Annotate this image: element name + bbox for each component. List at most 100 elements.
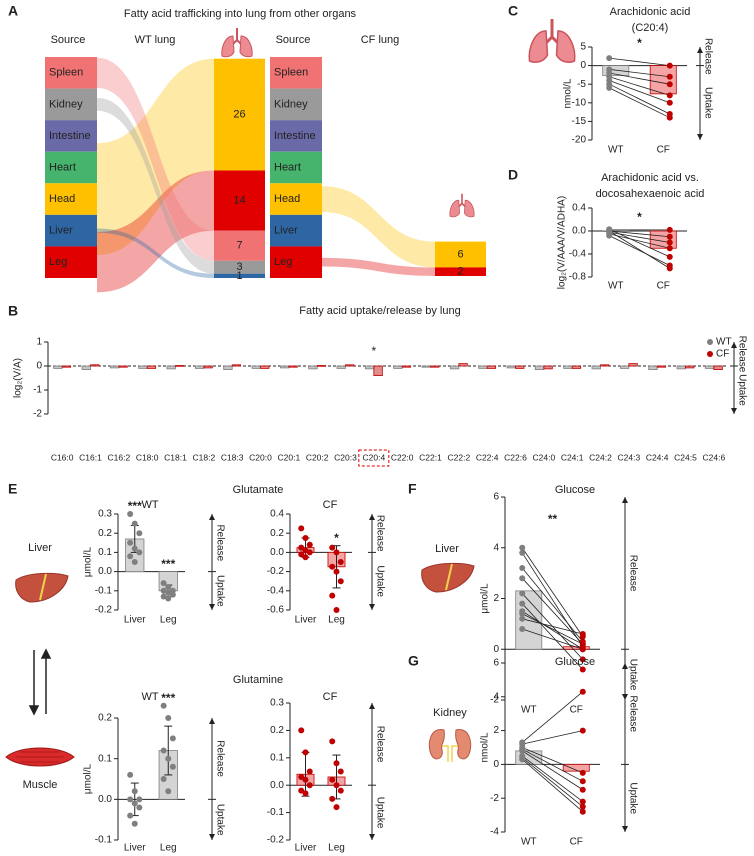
bar (591, 365, 601, 370)
data-point (306, 549, 313, 556)
bar (628, 363, 638, 367)
bar (648, 365, 658, 370)
source-label: Head (49, 193, 75, 205)
bar (251, 365, 261, 369)
data-point (333, 568, 340, 575)
pair-line (521, 603, 584, 670)
data-point (131, 559, 138, 565)
uptake-label: Uptake (702, 87, 713, 119)
data-point (136, 549, 143, 556)
data-point (666, 73, 673, 80)
segment-label: 26 (233, 109, 245, 121)
legend-marker (707, 339, 713, 345)
target-segment (214, 230, 265, 261)
pair-line (609, 57, 670, 66)
bar (515, 365, 525, 369)
data-point (131, 800, 138, 807)
x-tick-label: CF (570, 837, 583, 848)
bar (534, 365, 545, 370)
data-point (160, 587, 167, 594)
data-point (579, 631, 586, 638)
y-tick-label: 0.1 (270, 752, 284, 763)
source-label: Heart (274, 161, 301, 173)
uptake-label: Uptake (627, 659, 638, 691)
bar (619, 365, 630, 369)
y-tick-label: -1 (33, 385, 42, 396)
data-point (131, 788, 138, 795)
source-box (45, 120, 97, 152)
bar (146, 365, 157, 369)
bar (279, 365, 290, 369)
data-point (165, 589, 172, 596)
y-tick-label: -0.4 (267, 585, 285, 596)
data-point (519, 549, 526, 556)
data-point (298, 544, 305, 551)
data-point (579, 641, 586, 648)
y-axis-label: nmol/L (563, 78, 574, 108)
y-tick-label: -15 (572, 116, 587, 127)
pair-line (609, 83, 670, 115)
x-tick-label: C16:2 (107, 452, 130, 462)
arrow-head (209, 514, 215, 520)
significance: * (371, 344, 376, 358)
x-tick-label: C18:0 (136, 452, 159, 462)
data-point (131, 520, 138, 527)
data-point (519, 747, 526, 754)
bar (401, 365, 412, 368)
data-point (131, 545, 138, 552)
y-tick-label: 0.3 (98, 509, 112, 520)
source-label: Leg (49, 256, 67, 268)
y-tick-label: 0.2 (270, 528, 284, 539)
data-point (666, 92, 673, 99)
uptake-label: Uptake (627, 782, 638, 814)
segment-label: 6 (457, 248, 463, 260)
bar (486, 365, 497, 369)
data-point (666, 233, 673, 240)
arrow-head (622, 497, 628, 503)
y-tick-label: -2 (490, 793, 499, 804)
organ-label: Liver (435, 543, 459, 555)
data-point (165, 755, 172, 762)
organ-label: Muscle (23, 779, 58, 791)
x-tick-label: CF (657, 145, 670, 156)
arrow-head (622, 826, 628, 832)
y-axis-label: nmol/L (480, 732, 491, 762)
data-point (136, 804, 143, 811)
x-tick-label: C22:0 (391, 452, 414, 462)
x-tick-label: C22:4 (476, 452, 499, 462)
data-point (519, 625, 526, 632)
arrow-head (209, 834, 215, 840)
data-point (302, 776, 309, 783)
bar (138, 365, 148, 369)
organ-label: Liver (28, 542, 52, 554)
x-tick-label: C24:0 (532, 452, 555, 462)
pair-line (521, 757, 584, 807)
bar (449, 365, 460, 370)
chart-title: Fatty acid trafficking into lung from ot… (124, 8, 357, 20)
y-tick-label: -0.1 (95, 835, 113, 846)
pair-line (522, 748, 583, 782)
source-box (270, 57, 322, 89)
bar (393, 365, 403, 369)
pair-line (522, 747, 583, 774)
source-box (45, 214, 97, 247)
legend-label: WT (716, 337, 732, 348)
y-tick-label: 0.0 (98, 566, 112, 577)
legend-marker (707, 351, 713, 357)
data-point (579, 803, 586, 810)
release-label: Release (214, 740, 225, 777)
bar (316, 365, 327, 367)
data-point (160, 776, 167, 782)
panel-letter: A (8, 3, 18, 19)
data-point (666, 114, 673, 121)
release-label: Release (736, 336, 747, 373)
data-point (519, 756, 526, 763)
x-tick-label: C20:4 (362, 452, 385, 462)
data-point (329, 795, 336, 802)
pair-line (521, 691, 584, 743)
panel-letter: D (508, 167, 518, 183)
bar (506, 365, 516, 369)
chart-title: WT (141, 691, 158, 703)
target-segment (435, 267, 486, 276)
bar (704, 365, 715, 369)
